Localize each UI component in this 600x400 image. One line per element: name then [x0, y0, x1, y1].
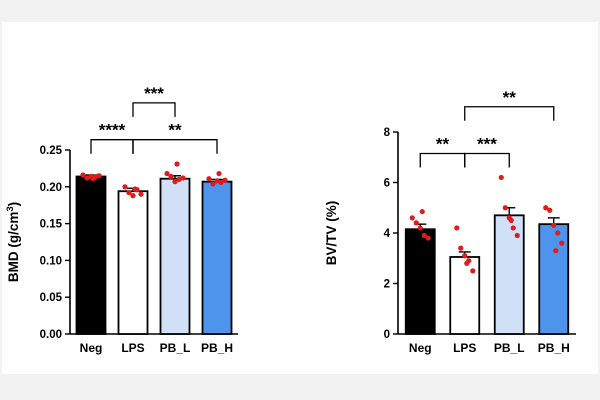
y-tick-label: 0.20: [40, 182, 62, 194]
y-axis-label-text: BV/TV (%): [324, 201, 339, 266]
significance-bracket: [132, 102, 176, 117]
bar-pb-h: [538, 223, 570, 335]
bar-pb-l: [493, 214, 525, 335]
data-point: [555, 230, 561, 236]
data-point: [508, 217, 514, 223]
data-point: [502, 205, 508, 211]
data-point: [551, 222, 557, 229]
y-tick-label: 0.15: [40, 219, 63, 231]
chart-panel-1: 0.00 0.05 0.10 0.15 0.20 0.25 BMD (g/cm3) Neg LP…: [5, 84, 238, 355]
y-tick-label: 2: [384, 279, 390, 291]
x-category-label: LPS: [121, 341, 144, 355]
y-tick-label: 0: [384, 329, 390, 341]
bar-lps: [449, 256, 481, 335]
x-category-label: PB_H: [538, 341, 570, 355]
significance-bracket: [132, 139, 218, 154]
significance-label: **: [503, 88, 517, 107]
data-point: [425, 235, 431, 241]
chart-canvas: 0.00 0.05 0.10 0.15 0.20 0.25 BMD (g/cm3) Neg LP…: [5, 84, 576, 355]
data-point: [138, 191, 144, 197]
y-tick-label: 4: [384, 228, 391, 240]
data-point: [216, 170, 222, 177]
y-axis-label-superscript: 3: [5, 206, 16, 211]
figure-panel: 0.00 0.05 0.10 0.15 0.20 0.25 BMD (g/cm3) Neg LP…: [2, 22, 598, 374]
data-point: [421, 232, 427, 239]
data-point: [218, 179, 224, 185]
data-point: [419, 208, 425, 215]
bar-lps: [117, 190, 149, 335]
y-axis-label-text: BMD (g/cm: [6, 212, 21, 283]
data-point: [553, 248, 559, 254]
bar-pb-h: [201, 180, 233, 335]
data-point: [510, 225, 516, 231]
significance-label: ***: [144, 84, 164, 103]
data-point: [80, 172, 86, 178]
data-point: [413, 220, 419, 226]
bar-pb-l: [159, 177, 191, 335]
data-point: [168, 173, 174, 180]
x-category-label: LPS: [453, 341, 476, 355]
data-point: [172, 179, 178, 185]
significance-bracket: [419, 152, 466, 168]
data-point: [132, 186, 138, 192]
data-point: [462, 253, 468, 259]
y-tick-label: 6: [384, 178, 390, 190]
significance-bracket: [90, 139, 134, 154]
data-point: [180, 175, 186, 181]
x-category-label: PB_L: [494, 341, 525, 355]
x-category-label: Neg: [409, 341, 432, 355]
y-axis-label: BV/TV (%): [324, 201, 339, 266]
significance-bracket: [464, 106, 555, 121]
data-point: [222, 177, 228, 183]
bar-neg: [404, 228, 436, 335]
data-point: [84, 175, 90, 181]
data-point: [130, 193, 136, 199]
data-point: [454, 225, 460, 231]
data-point: [122, 184, 128, 190]
x-category-label: Neg: [80, 341, 103, 355]
data-point: [206, 176, 212, 182]
data-point: [417, 225, 423, 231]
data-point: [514, 232, 520, 239]
x-category-label: PB_L: [160, 341, 191, 355]
significance-label: ***: [477, 134, 497, 153]
x-category-label: PB_H: [201, 341, 233, 355]
significance-bracket: [464, 152, 510, 168]
data-point: [547, 207, 553, 213]
data-point: [470, 268, 476, 274]
data-point: [176, 176, 182, 183]
data-point: [498, 174, 504, 181]
data-point: [409, 215, 415, 221]
data-point: [543, 205, 549, 211]
data-point: [210, 181, 216, 187]
y-tick-label: 0.05: [40, 292, 63, 304]
data-point: [174, 161, 180, 167]
data-point: [96, 173, 102, 179]
y-axis-label-close: ): [6, 202, 21, 207]
data-point: [126, 190, 132, 196]
y-tick-label: 0.00: [40, 329, 62, 341]
data-point: [559, 240, 565, 246]
bar-neg: [75, 175, 107, 335]
data-point: [214, 178, 220, 184]
data-point: [464, 260, 470, 266]
y-tick-label: 8: [384, 127, 391, 139]
significance-label: **: [168, 121, 182, 140]
data-point: [164, 170, 170, 177]
y-axis-label: BMD (g/cm3): [5, 202, 21, 282]
data-point: [90, 176, 96, 182]
y-tick-label: 0.10: [40, 255, 62, 267]
significance-label: ****: [99, 121, 126, 140]
data-point: [458, 245, 464, 251]
y-tick-label: 0.25: [40, 145, 63, 157]
significance-label: **: [436, 134, 450, 153]
